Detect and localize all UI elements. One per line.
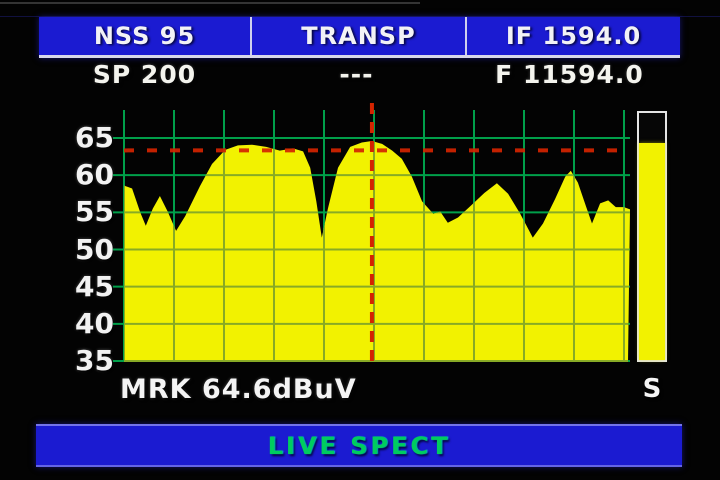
header-separator: [250, 17, 252, 55]
crt-artifact-line-2: [0, 16, 720, 17]
y-tick-label: 40: [75, 306, 114, 340]
satellite-name: NSS 95: [93, 22, 196, 50]
marker-readout: MRK 64.6dBuV: [120, 374, 357, 405]
signal-bar-label: S: [642, 374, 662, 404]
y-tick-label: 60: [75, 158, 114, 192]
transponder-label: TRANSP: [301, 22, 416, 50]
status-bar: LIVE SPECT: [36, 424, 682, 467]
y-tick-label: 50: [75, 232, 114, 266]
if-frequency: IF 1594.0: [505, 22, 642, 50]
span-value: SP 200: [92, 59, 197, 89]
header-separator: [465, 17, 467, 55]
spectrum-trace-area: [124, 141, 630, 362]
crt-artifact-line: [0, 2, 420, 4]
y-tick-label: 55: [75, 195, 114, 229]
signal-bar-fill: [639, 142, 665, 360]
header-bar: NSS 95 TRANSP IF 1594.0: [39, 17, 680, 58]
frequency-value: F 11594.0: [495, 59, 644, 89]
info-row: SP 200 --- F 11594.0: [39, 58, 680, 90]
y-tick-label: 35: [75, 344, 114, 377]
transponder-value: ---: [339, 59, 374, 89]
status-mode-label: LIVE SPECT: [267, 431, 451, 460]
y-tick-label: 45: [75, 269, 114, 303]
y-tick-label: 65: [75, 121, 114, 154]
signal-strength-bar: [637, 111, 667, 362]
